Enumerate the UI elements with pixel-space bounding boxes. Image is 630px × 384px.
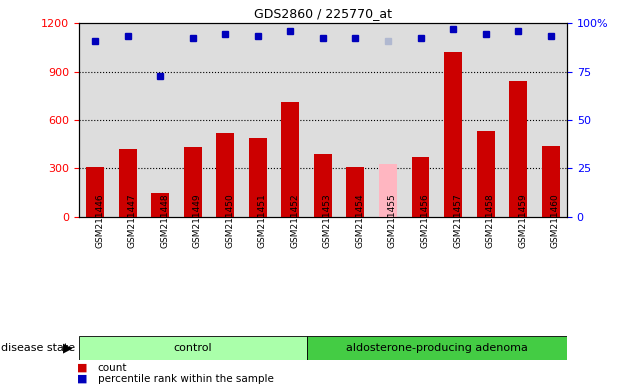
Text: GSM211459: GSM211459 <box>518 194 527 248</box>
Text: GSM211455: GSM211455 <box>388 194 397 248</box>
Text: GSM211454: GSM211454 <box>355 194 364 248</box>
Bar <box>307 336 567 360</box>
Bar <box>314 154 332 217</box>
Bar <box>542 146 559 217</box>
Bar <box>282 102 299 217</box>
Bar <box>216 133 234 217</box>
Bar <box>86 167 104 217</box>
Text: GSM211450: GSM211450 <box>226 194 234 248</box>
Bar <box>151 193 169 217</box>
Text: GSM211446: GSM211446 <box>95 194 104 248</box>
Text: GSM211449: GSM211449 <box>193 194 202 248</box>
Bar <box>379 164 397 217</box>
Text: GSM211452: GSM211452 <box>290 194 299 248</box>
Bar <box>444 52 462 217</box>
Text: GSM211447: GSM211447 <box>127 194 137 248</box>
Text: GSM211458: GSM211458 <box>486 194 495 248</box>
Bar <box>79 336 307 360</box>
Bar <box>118 149 137 217</box>
Text: ■: ■ <box>77 374 87 384</box>
Text: GSM211453: GSM211453 <box>323 194 332 248</box>
Text: ▶: ▶ <box>63 342 72 355</box>
Text: percentile rank within the sample: percentile rank within the sample <box>98 374 273 384</box>
Text: disease state: disease state <box>1 343 76 353</box>
Bar <box>346 167 364 217</box>
Text: GSM211451: GSM211451 <box>258 194 266 248</box>
Text: GSM211460: GSM211460 <box>551 194 559 248</box>
Text: GSM211456: GSM211456 <box>421 194 430 248</box>
Bar <box>184 147 202 217</box>
Bar <box>249 138 266 217</box>
Text: aldosterone-producing adenoma: aldosterone-producing adenoma <box>346 343 528 353</box>
Text: control: control <box>173 343 212 353</box>
Text: count: count <box>98 363 127 373</box>
Title: GDS2860 / 225770_at: GDS2860 / 225770_at <box>254 7 392 20</box>
Text: GSM211448: GSM211448 <box>160 194 169 248</box>
Text: ■: ■ <box>77 363 87 373</box>
Bar <box>411 157 430 217</box>
Bar <box>477 131 495 217</box>
Bar <box>509 81 527 217</box>
Text: GSM211457: GSM211457 <box>453 194 462 248</box>
